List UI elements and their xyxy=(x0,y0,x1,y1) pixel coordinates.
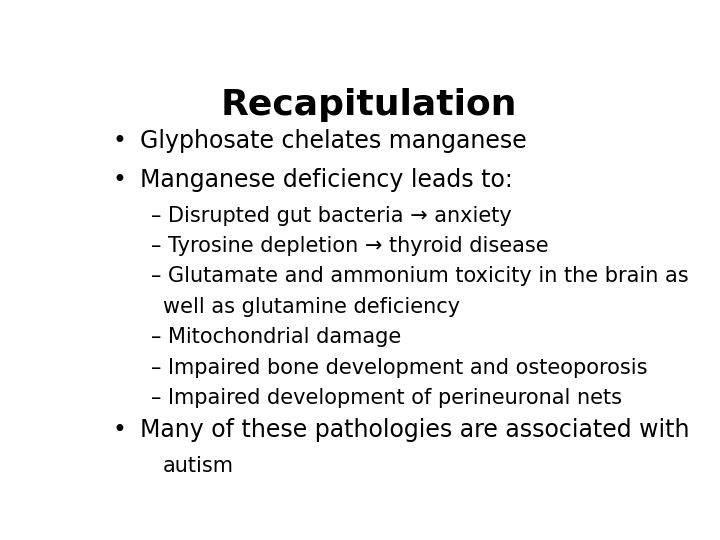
Text: – Impaired development of perineuronal nets: – Impaired development of perineuronal n… xyxy=(151,388,622,408)
Text: •: • xyxy=(112,418,126,442)
Text: – Mitochondrial damage: – Mitochondrial damage xyxy=(151,327,402,347)
Text: autism: autism xyxy=(163,456,233,476)
Text: – Impaired bone development and osteoporosis: – Impaired bone development and osteopor… xyxy=(151,357,648,377)
Text: Many of these pathologies are associated with: Many of these pathologies are associated… xyxy=(140,418,690,442)
Text: Glyphosate chelates manganese: Glyphosate chelates manganese xyxy=(140,129,527,153)
Text: well as glutamine deficiency: well as glutamine deficiency xyxy=(163,297,459,317)
Text: •: • xyxy=(112,167,126,192)
Text: Recapitulation: Recapitulation xyxy=(221,87,517,122)
Text: •: • xyxy=(112,129,126,153)
Text: – Disrupted gut bacteria → anxiety: – Disrupted gut bacteria → anxiety xyxy=(151,206,512,226)
Text: – Tyrosine depletion → thyroid disease: – Tyrosine depletion → thyroid disease xyxy=(151,236,549,256)
Text: Manganese deficiency leads to:: Manganese deficiency leads to: xyxy=(140,167,513,192)
Text: – Glutamate and ammonium toxicity in the brain as: – Glutamate and ammonium toxicity in the… xyxy=(151,266,689,286)
